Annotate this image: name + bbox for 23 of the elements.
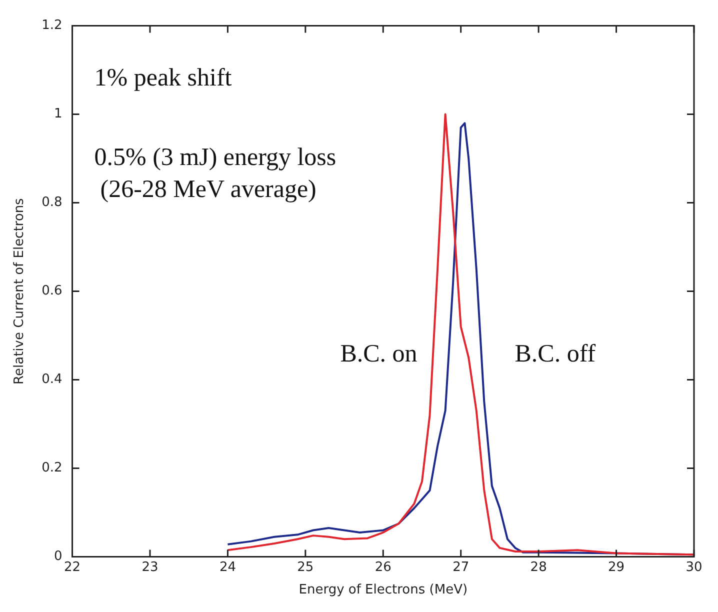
annotation: 1% peak shift bbox=[94, 64, 232, 92]
annotation: 0.5% (3 mJ) energy loss bbox=[94, 144, 336, 172]
series-label: B.C. on bbox=[340, 340, 418, 368]
x-tick-label: 25 bbox=[297, 560, 314, 575]
y-tick-label: 0 bbox=[54, 549, 62, 564]
x-tick-label: 24 bbox=[219, 560, 236, 575]
y-tick-label: 0.4 bbox=[42, 372, 62, 388]
x-tick-label: 22 bbox=[64, 560, 81, 575]
x-tick-label: 26 bbox=[374, 560, 392, 575]
series-label: B.C. off bbox=[514, 340, 596, 368]
y-tick-label: 0.8 bbox=[42, 195, 62, 210]
x-tick-label: 28 bbox=[530, 560, 547, 575]
x-axis-title: Energy of Electrons (MeV) bbox=[298, 582, 468, 598]
y-axis-title: Relative Current of Electrons bbox=[12, 198, 28, 384]
x-tick-label: 23 bbox=[142, 560, 158, 575]
x-tick-label: 30 bbox=[686, 560, 702, 575]
y-tick-label: 0.2 bbox=[42, 460, 62, 476]
y-tick-label: 1 bbox=[54, 106, 62, 122]
y-tick-label: 1.2 bbox=[42, 18, 62, 34]
annotation: (26-28 MeV average) bbox=[100, 176, 316, 204]
x-tick-label: 27 bbox=[452, 560, 470, 575]
y-tick-label: 0.6 bbox=[42, 284, 62, 299]
x-tick-label: 29 bbox=[608, 560, 625, 575]
